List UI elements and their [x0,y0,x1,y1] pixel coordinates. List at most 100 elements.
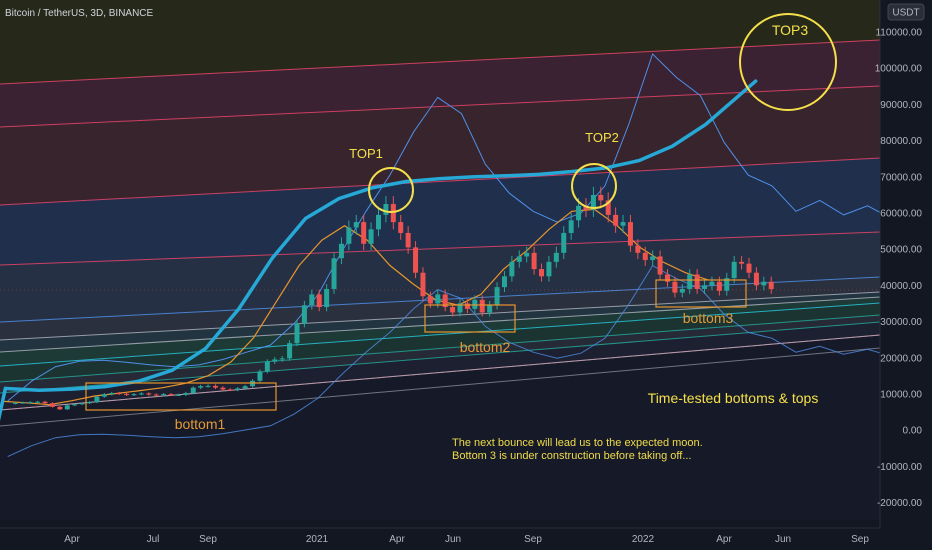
y-tick-label: 0.00 [903,426,923,437]
x-tick-label: Sep [524,534,542,545]
candle-body [635,245,641,253]
candle-body [161,394,167,396]
candle-body [731,261,737,279]
candle-body [116,393,122,395]
candle-body [72,404,78,406]
x-tick-label: Jul [147,534,160,545]
candle-body [539,269,545,277]
bottom1-box [85,382,277,411]
zone-8 [0,303,880,382]
candle-body [620,222,626,226]
candle-body [35,401,41,403]
candle-body [227,389,233,391]
bottom3-label: bottom3 [683,310,734,326]
candle-body [205,385,211,387]
candle-body [583,205,589,210]
candle-body [390,204,396,223]
candle-body [568,220,574,233]
y-tick-label: 80000.00 [880,136,922,147]
candle-body [457,303,463,313]
zone-10 [0,322,880,410]
y-tick-label: 30000.00 [880,317,922,328]
candle-body [546,261,552,277]
bottom3-box [655,279,747,308]
candle-body [338,243,344,259]
candle-body [94,396,100,403]
candle-body [590,194,596,210]
candle-body [175,394,181,396]
candle-body [27,402,33,404]
candle-body [494,287,500,306]
top2-label: TOP2 [585,130,619,145]
candle-body [49,403,55,407]
x-tick-label: 2021 [306,534,329,545]
zone-3 [0,158,880,265]
subtitle-text: Time-tested bottoms & tops [648,390,819,406]
y-tick-label: 110000.00 [875,28,922,39]
candle-body [190,387,196,394]
annotations [85,13,837,411]
candle-body [257,371,263,381]
candle-body [346,227,352,244]
candle-body [694,274,700,289]
bottom2-label: bottom2 [460,339,511,355]
x-tick-label: Sep [199,534,217,545]
candle-body [531,252,537,270]
candle-body [724,278,730,291]
zone-5 [0,277,880,340]
x-tick-label: Jun [775,534,791,545]
candle-body [702,285,708,289]
lower-band-line [7,265,916,458]
candle-body [709,281,715,286]
candle-body [294,323,300,344]
y-tick-label: 60000.00 [880,209,922,220]
candle-body [501,276,507,288]
candle-body [524,252,530,257]
candle-body [398,222,404,233]
y-tick-label: 50000.00 [880,245,922,256]
note-line-1: The next bounce will lead us to the expe… [452,437,703,449]
candle-body [316,294,322,308]
y-tick-label: 20000.00 [880,353,922,364]
candle-body [768,281,774,289]
candle-body [450,307,456,313]
candle-body [87,402,93,404]
x-tick-label: 2022 [632,534,655,545]
currency-badge[interactable] [887,3,925,21]
candle-body [146,393,152,395]
candle-body [605,200,611,215]
y-tick-label: 10000.00 [880,390,922,401]
candle-body [368,229,374,244]
candle-body [12,402,18,404]
y-tick-label: -20000.00 [877,498,922,509]
top3-label: TOP3 [772,22,809,38]
candle-body [472,299,478,309]
candle-body [435,294,441,304]
y-tick-label: 100000.00 [875,64,923,75]
candle-body [650,256,656,261]
candle-body [57,406,63,410]
candle-body [183,393,189,395]
upper-band-line [7,53,916,402]
candle-body [168,394,174,396]
currency-label[interactable]: USDT [892,8,919,19]
band-line-band-3 [0,157,881,206]
candle-body [464,303,470,309]
top1-circle [368,167,414,213]
candle-body [679,288,685,293]
band-line-band-12 [0,334,881,411]
candle-body [324,288,330,308]
band-line-band-10 [0,321,881,394]
candle-body [361,222,367,244]
candle-body [272,359,278,362]
candle-body [576,205,582,221]
indicator-lines [0,53,916,458]
top3-circle [739,13,837,111]
band-line-band-top [0,39,881,85]
band-line-band-2 [0,85,881,128]
candle-body [242,386,248,389]
candle-body [264,361,270,372]
note-line-2: Bottom 3 is under construction before ta… [452,450,692,462]
